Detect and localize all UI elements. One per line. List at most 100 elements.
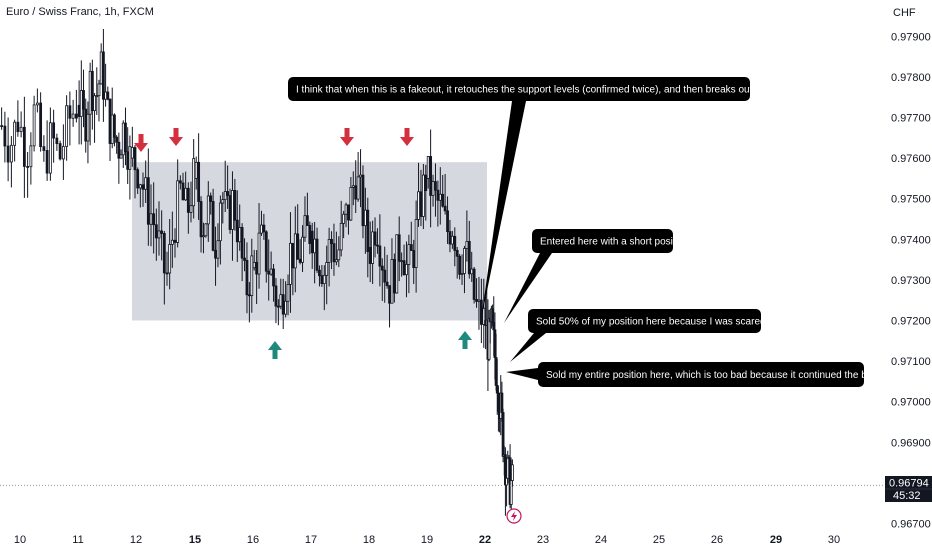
callout-box <box>288 77 750 101</box>
candle <box>465 210 469 262</box>
candle <box>93 92 96 143</box>
candle-body <box>110 114 114 144</box>
x-tick-label: 26 <box>711 534 723 546</box>
candle-body <box>238 227 242 243</box>
candle <box>0 107 4 130</box>
candle-body <box>298 258 302 263</box>
candle-body <box>55 137 59 144</box>
candle <box>184 171 188 201</box>
candle-body <box>157 230 161 239</box>
candle <box>35 88 39 113</box>
candle <box>218 195 222 265</box>
arrow-up-icon <box>268 341 282 359</box>
arrow-head <box>458 331 472 340</box>
candle <box>209 192 213 215</box>
candle-body <box>296 233 300 260</box>
chart-title: Euro / Swiss Franc, 1h, FXCM <box>6 6 154 18</box>
candle <box>68 91 72 146</box>
candle <box>26 151 30 198</box>
candle-body <box>231 190 234 230</box>
candle <box>421 163 425 230</box>
candle <box>303 196 307 242</box>
candle-body <box>293 233 297 269</box>
annotation-callout: Sold 50% of my position here because I w… <box>510 309 798 362</box>
candle <box>434 163 437 217</box>
candle <box>260 210 263 236</box>
candle-body <box>315 238 319 271</box>
candle <box>460 254 464 285</box>
x-tick-label: 12 <box>130 534 142 546</box>
candle-body <box>218 202 222 242</box>
candle-body <box>101 51 105 100</box>
candle <box>368 221 372 283</box>
candle-body <box>162 233 166 274</box>
candle-body <box>71 113 75 119</box>
arrow-down-icon <box>400 128 414 146</box>
candle-body <box>286 284 290 302</box>
candle <box>472 266 476 304</box>
candle-body <box>93 95 96 112</box>
candle-body <box>252 261 256 269</box>
candle-body <box>170 239 174 245</box>
candle-body <box>65 105 69 147</box>
candle <box>315 227 319 273</box>
arrow-head <box>169 137 183 146</box>
candle <box>128 135 132 200</box>
candle <box>141 172 145 207</box>
candle <box>211 188 215 252</box>
candle <box>373 217 377 258</box>
candle <box>289 212 292 313</box>
candle-body <box>216 240 220 259</box>
candle-body <box>178 180 182 184</box>
candle <box>238 204 242 251</box>
candle <box>366 197 370 278</box>
candle <box>204 223 208 238</box>
candle-body <box>368 247 372 264</box>
arrow-head <box>340 137 354 146</box>
candle-body <box>99 51 103 85</box>
arrow-head <box>134 143 148 152</box>
candle <box>65 95 69 161</box>
arrow-up-icon <box>458 331 472 349</box>
candle <box>157 201 161 256</box>
candle <box>436 180 440 227</box>
candle <box>330 231 333 270</box>
candle <box>223 160 227 213</box>
candle <box>332 223 336 276</box>
candle-body <box>199 201 203 238</box>
candle-body <box>247 294 251 297</box>
x-tick-label: 16 <box>247 534 259 546</box>
candle-body <box>243 257 246 261</box>
x-tick-label: 25 <box>653 534 665 546</box>
candle-body <box>29 145 33 168</box>
candle-body <box>84 108 88 142</box>
candle-body <box>262 224 266 233</box>
candle <box>255 250 259 305</box>
y-tick-label: 0.97700 <box>891 113 931 125</box>
lightning-icon[interactable] <box>506 508 522 524</box>
candle-body <box>419 191 423 217</box>
candle <box>138 183 142 208</box>
candle <box>154 208 158 261</box>
candle-body <box>354 185 358 200</box>
candle <box>99 43 103 85</box>
candle-body <box>245 260 249 296</box>
candle <box>165 251 169 286</box>
candle <box>186 182 190 234</box>
candle-body <box>388 285 391 304</box>
candle <box>250 238 254 313</box>
candle-body <box>45 150 49 174</box>
candle <box>178 175 182 190</box>
candle-body <box>202 235 205 238</box>
candle-body <box>412 250 416 268</box>
candle-body <box>378 245 382 267</box>
candle <box>356 152 360 202</box>
candle-body <box>240 227 244 259</box>
candle-body <box>61 146 65 160</box>
candle <box>308 221 312 255</box>
candle-body <box>138 184 142 189</box>
candle-body <box>260 224 263 234</box>
candle-body <box>6 145 10 163</box>
